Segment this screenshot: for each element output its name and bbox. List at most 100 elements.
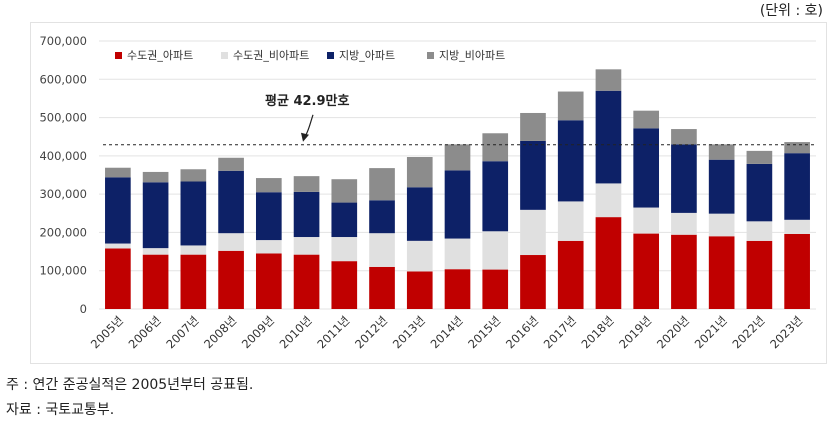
bar-segment [331,261,358,309]
bar-segment [784,219,810,234]
bar-segment [784,153,810,220]
bar-segment [784,233,810,309]
bar-segment [746,221,773,241]
bar-segment [293,237,320,255]
legend-label: 지방_아파트 [339,49,395,62]
bar-segment [331,179,358,203]
bar-segment [671,144,697,213]
legend-label: 수도권_아파트 [127,49,193,62]
bar-segment [218,233,244,251]
y-tick-label: 700,000 [39,34,87,48]
bar-segment [180,245,207,255]
x-axis: 2005년 2006년 2007년 2008년 2009년 2010년 2011년 2012년… [88,313,805,351]
footnote: 주 : 연간 준공실적은 2005년부터 공표됨. [6,377,254,393]
x-tick-label: 2015년 [465,313,503,351]
bar-segment [293,191,320,238]
average-arrowhead [301,132,309,142]
bar-segment [520,112,546,141]
bar-segment [671,234,697,309]
bar-segment [105,248,131,309]
bar-segment [369,233,395,267]
bar-segment [293,176,320,192]
x-tick-label: 2010년 [277,313,315,351]
bar-segment [444,238,471,270]
x-tick-label: 2011년 [314,313,352,351]
bar-segment [105,167,131,178]
bar-segment [406,187,433,241]
bar-segment [557,201,584,241]
bar-segment [708,236,735,309]
bar-segment [406,271,433,309]
bar-segment [142,182,169,249]
bar-segment [708,144,735,160]
chart-panel: 0 100,000 200,000 300,000 400,000 500,000 600,… [30,22,827,364]
bar-segment [180,181,207,246]
average-label: 평균 42.9만호 [265,93,349,109]
bar-segment [218,170,244,234]
bar-segment [520,209,546,256]
bar-segment [520,140,546,210]
bar-segment [255,253,282,309]
y-tick-label: 300,000 [39,187,87,201]
x-tick-label: 2006년 [126,313,164,351]
bar-segment [784,142,810,154]
bar-segment [633,233,660,309]
bar-segment [444,269,471,309]
bar-segment [444,170,471,239]
unit-label: (단위 : 호) [759,3,823,19]
bar-segment [746,240,773,309]
bar-segment [633,128,660,208]
y-axis: 0 100,000 200,000 300,000 400,000 500,000 600,… [39,34,87,316]
y-tick-label: 500,000 [39,111,87,125]
bar-segment [218,157,244,171]
bar-segment [482,231,509,270]
x-tick-label: 2007년 [163,313,201,351]
legend-label: 지방_비아파트 [439,49,505,62]
source-note: 자료 : 국토교통부. [6,402,115,418]
bar-segment [255,178,282,193]
x-tick-label: 2021년 [692,313,730,351]
x-tick-label: 2020년 [654,313,692,351]
bar-segment [633,110,660,129]
x-tick-label: 2023년 [767,313,805,351]
bar-segment [293,254,320,309]
legend-swatch [327,52,334,59]
legend-swatch [221,52,228,59]
bar-segment [369,266,395,309]
legend-swatch [427,52,434,59]
bar-segment [105,243,131,249]
bar-segment [671,129,697,145]
bar-segment [218,250,244,309]
bar-segment [142,171,169,183]
x-tick-label: 2013년 [390,313,428,351]
bar-segment [406,240,433,272]
bar-segment [444,144,471,171]
bar-segment [595,90,622,184]
bar-segment [557,91,584,121]
stacked-bar-chart: 0 100,000 200,000 300,000 400,000 500,000 600,… [39,34,816,351]
x-tick-label: 2005년 [88,313,126,351]
x-tick-label: 2016년 [503,313,541,351]
bar-segment [331,202,358,238]
x-tick-label: 2009년 [239,313,277,351]
bars [105,69,810,309]
bar-segment [180,169,207,182]
average-annotation: 평균 42.9만호 [103,93,816,146]
bar-segment [557,240,584,309]
bar-segment [369,168,395,201]
y-tick-label: 100,000 [39,264,87,278]
bar-segment [708,213,735,237]
y-tick-label: 200,000 [39,225,87,239]
bar-segment [369,200,395,234]
y-tick-label: 400,000 [39,149,87,163]
bar-segment [406,157,433,188]
x-tick-label: 2018년 [578,313,616,351]
bar-segment [482,133,509,162]
legend: 수도권_아파트 수도권_비아파트 지방_아파트 지방_비아파트 [115,49,505,62]
x-tick-label: 2008년 [201,313,239,351]
bar-segment [142,248,169,255]
x-tick-label: 2014년 [428,313,466,351]
bar-segment [255,192,282,241]
bar-segment [520,255,546,309]
y-tick-label: 0 [80,302,87,316]
